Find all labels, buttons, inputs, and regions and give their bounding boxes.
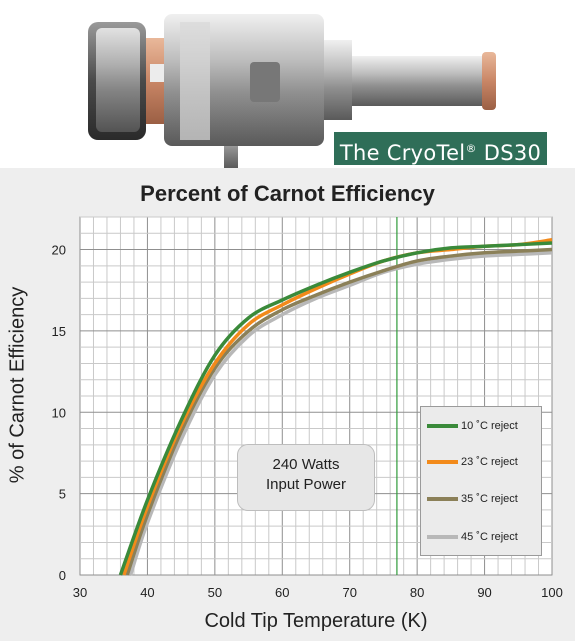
legend-swatch-10c [427,424,458,428]
cryocooler-photo: The CryoTel® DS30 [0,0,575,168]
input-power-annotation: 240 Watts Input Power [237,444,375,511]
legend-swatch-45c [427,535,458,539]
chart-tick-labels: 30 40 50 60 70 80 90 100 0 5 10 15 20 [52,243,563,600]
series-line-0 [118,241,553,576]
chart-title: Percent of Carnot Efficiency [140,181,435,206]
caption-prefix: The CryoTel [339,141,466,165]
x-axis-label: Cold Tip Temperature (K) [204,610,428,632]
legend-swatch-23c [427,460,458,464]
legend-label-10c: 10 ˚C reject [461,420,518,432]
x-tick-label: 90 [477,585,491,600]
annotation-line-2: Input Power [265,476,347,493]
x-tick-label: 40 [140,585,154,600]
annotation-line-1: 240 Watts [272,456,340,473]
legend-swatch-35c [427,497,458,501]
legend-item-23c: 23 ˚C reject [427,455,518,469]
x-tick-label: 30 [73,585,87,600]
x-tick-label: 100 [541,585,563,600]
legend-item-10c: 10 ˚C reject [427,419,518,433]
y-tick-label: 0 [59,568,66,583]
legend-item-35c: 35 ˚C reject [427,492,518,506]
legend-label-23c: 23 ˚C reject [461,456,518,468]
chart-legend: 10 ˚C reject 23 ˚C reject 35 ˚C reject 4… [420,406,542,556]
y-tick-label: 15 [52,324,66,339]
registered-mark: ® [465,142,477,155]
chart-grid [79,216,553,576]
y-tick-label: 5 [59,487,66,502]
x-tick-label: 70 [342,585,356,600]
x-tick-label: 50 [208,585,222,600]
y-tick-label: 20 [52,243,66,258]
series-line-3 [128,251,553,576]
legend-label-35c: 35 ˚C reject [461,493,518,505]
x-tick-label: 80 [410,585,424,600]
photo-caption: The CryoTel® DS30 [334,132,547,165]
y-axis-label-container: % of Carnot Efficiency [4,250,32,520]
x-tick-label: 60 [275,585,289,600]
y-axis-label: % of Carnot Efficiency [6,286,29,484]
y-tick-label: 10 [52,405,66,420]
legend-label-45c: 45 ˚C reject [461,531,518,543]
chart-series-group [118,238,553,576]
legend-item-45c: 45 ˚C reject [427,530,518,544]
series-line-2 [125,247,553,576]
caption-suffix: DS30 [476,141,542,165]
cryocooler-illustration [0,0,575,168]
